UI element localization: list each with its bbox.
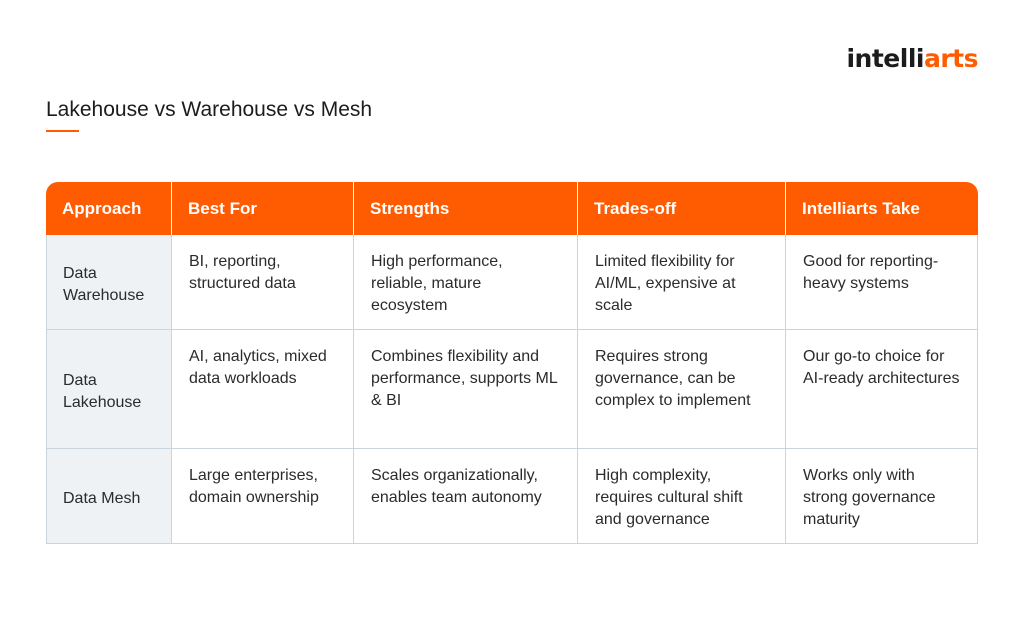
header-approach: Approach [46, 182, 172, 235]
cell-approach: Data Warehouse [46, 235, 172, 330]
comparison-table-container: Approach Best For Strengths Trades-off I… [46, 182, 978, 544]
cell-best-for: AI, analytics, mixed data workloads [172, 330, 354, 449]
cell-strengths: Combines flexibility and performance, su… [354, 330, 578, 449]
cell-approach: Data Mesh [46, 449, 172, 544]
header-trades-off: Trades-off [578, 182, 786, 235]
table-row: Data Lakehouse AI, analytics, mixed data… [46, 330, 978, 449]
comparison-table: Approach Best For Strengths Trades-off I… [46, 182, 978, 544]
table-row: Data Warehouse BI, reporting, structured… [46, 235, 978, 330]
cell-strengths: Scales organizationally, enables team au… [354, 449, 578, 544]
logo-text-accent: arts [923, 44, 979, 73]
cell-trades-off: High complexity, requires cultural shift… [578, 449, 786, 544]
header-strengths: Strengths [354, 182, 578, 235]
header-intelliarts-take: Intelliarts Take [786, 182, 978, 235]
cell-intelliarts-take: Works only with strong governance maturi… [786, 449, 978, 544]
title-underline [46, 130, 79, 132]
table-header-row: Approach Best For Strengths Trades-off I… [46, 182, 978, 235]
cell-approach: Data Lakehouse [46, 330, 172, 449]
cell-best-for: BI, reporting, structured data [172, 235, 354, 330]
cell-trades-off: Limited flexibility for AI/ML, expensive… [578, 235, 786, 330]
header-best-for: Best For [172, 182, 354, 235]
cell-best-for: Large enterprises, domain ownership [172, 449, 354, 544]
page-title: Lakehouse vs Warehouse vs Mesh [46, 98, 373, 121]
cell-strengths: High performance, reliable, mature ecosy… [354, 235, 578, 330]
logo-text-main: intelli [846, 44, 924, 73]
cell-intelliarts-take: Good for reporting-heavy systems [786, 235, 978, 330]
cell-trades-off: Requires strong governance, can be compl… [578, 330, 786, 449]
intelliarts-logo: intelliarts [846, 44, 978, 73]
cell-intelliarts-take: Our go-to choice for AI-ready architectu… [786, 330, 978, 449]
table-row: Data Mesh Large enterprises, domain owne… [46, 449, 978, 544]
